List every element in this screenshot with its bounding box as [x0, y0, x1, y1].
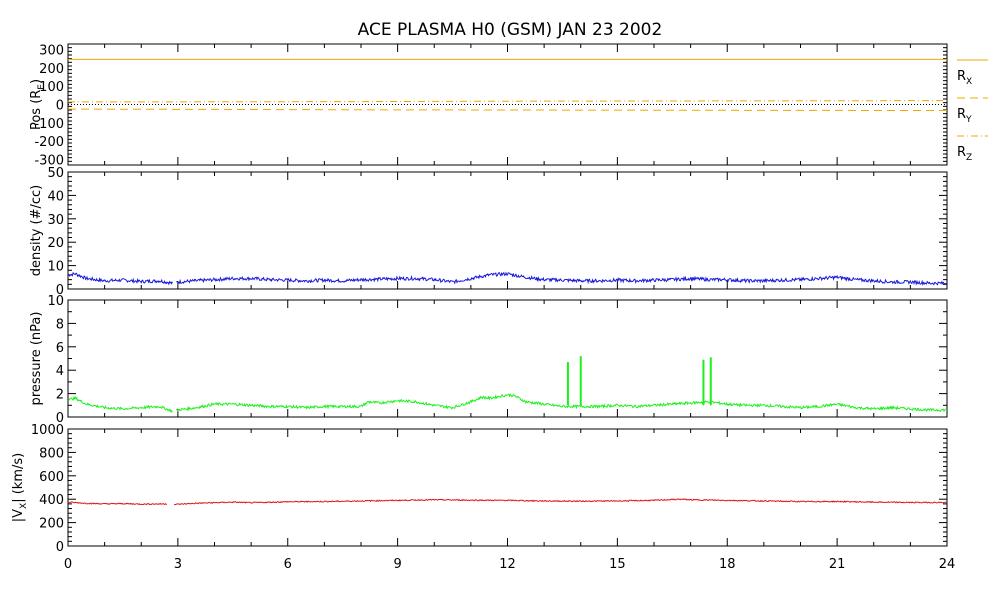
x-tick-label: 12	[499, 557, 516, 572]
legend-label-subscript: X	[966, 77, 972, 87]
series-line-velocity	[173, 498, 947, 506]
plot-frame	[67, 171, 948, 290]
legend-label-subscript: Y	[965, 115, 972, 125]
y-tick-label: 800	[39, 446, 64, 461]
y-tick-label: 1000	[31, 423, 64, 438]
x-tick-label: 21	[829, 557, 846, 572]
y-tick-label: 0	[56, 283, 64, 298]
x-tick-label: 24	[939, 557, 956, 572]
x-tick-label: 3	[174, 557, 182, 572]
series-line-pressure	[175, 393, 947, 413]
legend-label-text: R	[957, 107, 966, 122]
y-axis-label-text: pressure (nPa)	[29, 312, 44, 406]
legend-label-text: R	[957, 69, 966, 84]
legend-label: RY	[957, 107, 972, 125]
y-axis-label-tail: )	[29, 79, 44, 84]
series-line-RY	[68, 108, 947, 111]
y-tick-label: 50	[47, 166, 64, 181]
y-tick-label: 6	[56, 341, 64, 356]
legend-label-text: R	[957, 145, 966, 160]
y-tick-label: 2	[56, 388, 64, 403]
legend-label: RZ	[957, 145, 972, 163]
y-tick-label: 100	[39, 80, 64, 95]
series-line-density	[68, 271, 173, 286]
y-axis-label-text: density (#/cc)	[29, 185, 44, 277]
plot-frame	[67, 299, 948, 418]
y-tick-label: 0	[56, 540, 64, 555]
y-axis-label-tail: | (km/s)	[11, 453, 26, 503]
y-tick-label: -100	[34, 117, 64, 132]
y-tick-label: 0	[56, 99, 64, 114]
x-tick-label: 0	[64, 557, 72, 572]
x-tick-label: 9	[393, 557, 401, 572]
series-line-density	[176, 271, 947, 286]
series-line-RZ	[68, 100, 947, 103]
y-axis-label-subscript: X	[19, 503, 29, 509]
y-axis-label: pressure (nPa)	[29, 312, 44, 406]
plot-frame	[67, 428, 948, 547]
chart-title: ACE PLASMA H0 (GSM) JAN 23 2002	[357, 20, 663, 40]
x-tick-label: 18	[719, 557, 736, 572]
y-axis-label: density (#/cc)	[29, 185, 44, 277]
y-tick-label: 200	[39, 517, 64, 532]
y-tick-label: 400	[39, 493, 64, 508]
y-axis-label: Pos (RE)	[29, 79, 47, 130]
y-tick-label: 300	[39, 44, 64, 59]
y-axis-label-text: |V	[11, 509, 26, 522]
y-tick-label: 8	[56, 317, 64, 332]
y-tick-label: -200	[34, 135, 64, 150]
series-line-pressure	[68, 395, 173, 414]
y-axis-label-text: Pos (R	[29, 90, 44, 130]
y-axis-label: |VX| (km/s)	[11, 453, 29, 522]
y-axis-label-subscript: E	[37, 84, 47, 90]
y-tick-label: 4	[56, 364, 64, 379]
series-line-velocity	[68, 501, 167, 506]
legend-label: RX	[957, 69, 972, 87]
y-tick-label: 200	[39, 62, 64, 77]
y-tick-label: 20	[47, 236, 64, 251]
legend-label-subscript: Z	[966, 153, 972, 163]
y-tick-label: 0	[56, 411, 64, 426]
x-tick-label: 6	[284, 557, 292, 572]
y-tick-label: 30	[47, 213, 64, 228]
y-tick-label: -300	[34, 154, 64, 169]
y-tick-label: 10	[47, 260, 64, 275]
x-tick-label: 15	[609, 557, 626, 572]
y-tick-label: 600	[39, 470, 64, 485]
y-tick-label: 40	[47, 189, 64, 204]
y-tick-label: 10	[47, 294, 64, 309]
